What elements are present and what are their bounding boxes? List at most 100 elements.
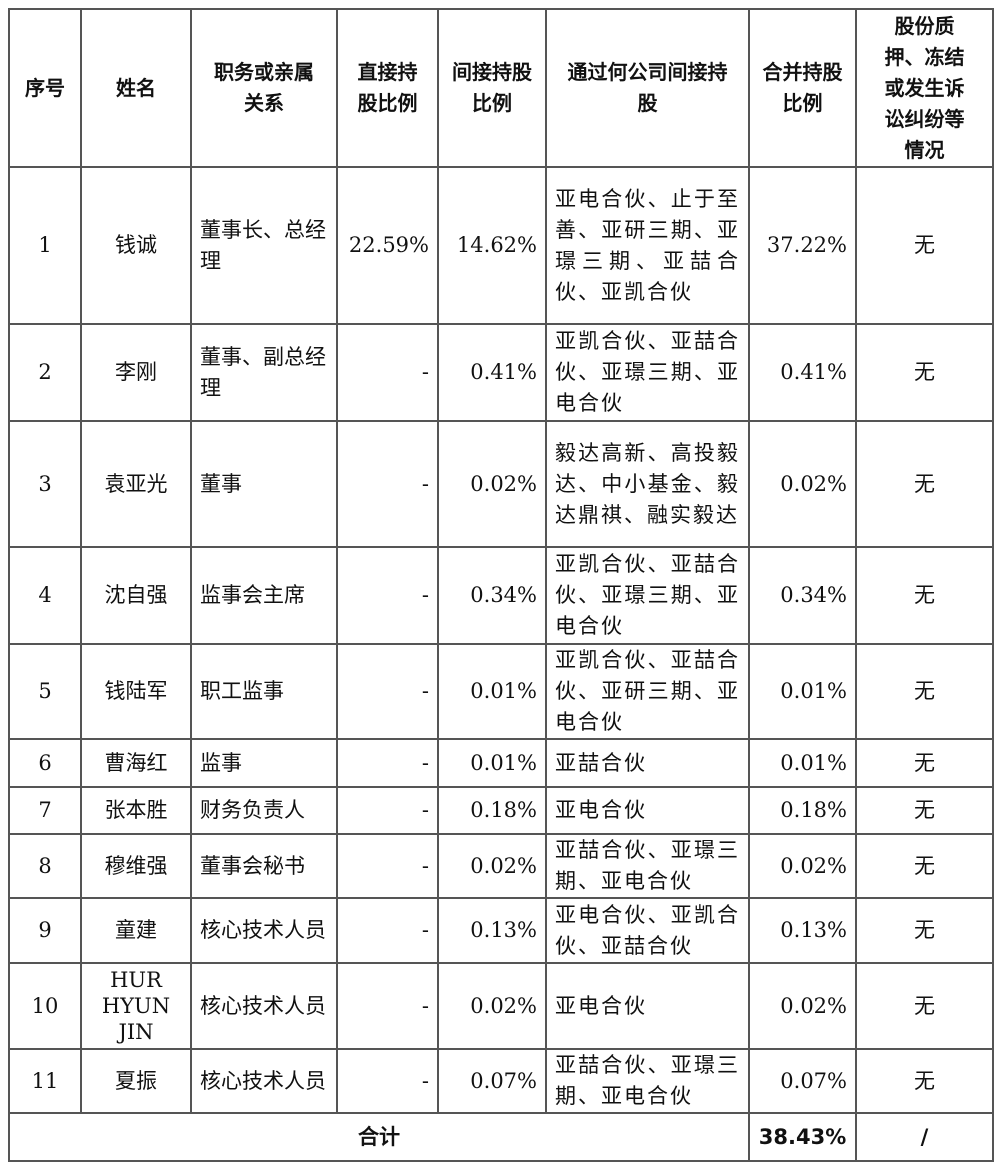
total-row: 合计 38.43% /	[8, 1112, 994, 1162]
role-cell: 董事、副总经理	[190, 323, 338, 422]
person-name-cell: 童建	[80, 897, 192, 964]
combined-ratio-cell: 0.34%	[748, 546, 857, 645]
role-cell: 董事会秘书	[190, 833, 338, 899]
indirect-via-cell: 亚喆合伙、亚璟三期、亚电合伙	[545, 833, 750, 899]
person-name-cell: 夏振	[80, 1048, 192, 1114]
indirect-ratio-cell: 14.62%	[437, 166, 547, 325]
direct-ratio-cell: -	[336, 738, 439, 788]
row-number-cell: 5	[8, 643, 82, 740]
table-row: 4 沈自强 监事会主席 -0.34% 亚凯合伙、亚喆合伙、亚璟三期、亚电合伙 0.34% 无	[8, 546, 994, 645]
combined-ratio-cell: 0.01%	[748, 643, 857, 740]
direct-ratio-cell: -	[336, 897, 439, 964]
table-row: 1 钱诚 董事长、总经理 22.59% 14.62% 亚电合伙、止于至善、亚研三期、亚璟三…	[8, 166, 994, 325]
role-cell: 核心技术人员	[190, 897, 338, 964]
pledge-status-cell: 无	[855, 1048, 994, 1114]
header-name: 姓名	[80, 8, 192, 168]
table-row: 11 夏振 核心技术人员 -0.07% 亚喆合伙、亚璟三期、亚电合伙 0.07% 无	[8, 1048, 994, 1114]
indirect-ratio-cell: 0.41%	[437, 323, 547, 422]
table-row: 7 张本胜 财务负责人 -0.18% 亚电合伙 0.18% 无	[8, 786, 994, 835]
row-number-cell: 4	[8, 546, 82, 645]
person-name-cell: 钱诚	[80, 166, 192, 325]
indirect-ratio-cell: 0.13%	[437, 897, 547, 964]
combined-ratio-cell: 0.41%	[748, 323, 857, 422]
person-name-cell: 曹海红	[80, 738, 192, 788]
indirect-via-cell: 亚电合伙	[545, 786, 750, 835]
indirect-via-cell: 亚喆合伙、亚璟三期、亚电合伙	[545, 1048, 750, 1114]
role-cell: 监事	[190, 738, 338, 788]
pledge-status-cell: 无	[855, 833, 994, 899]
combined-ratio-cell: 0.01%	[748, 738, 857, 788]
header-total: 合并持股比例	[748, 8, 857, 168]
header-role: 职务或亲属关系	[190, 8, 338, 168]
table-row: 9 童建 核心技术人员 -0.13% 亚电合伙、亚凯合伙、亚喆合伙 0.13% 无	[8, 897, 994, 964]
direct-ratio-cell: -	[336, 420, 439, 548]
table-row: 3 袁亚光 董事 -0.02% 毅达高新、高投毅达、中小基金、毅达鼎祺、融实毅达 0.02…	[8, 420, 994, 548]
role-cell: 财务负责人	[190, 786, 338, 835]
row-number-cell: 9	[8, 897, 82, 964]
indirect-via-cell: 亚电合伙	[545, 962, 750, 1050]
indirect-ratio-cell: 0.07%	[437, 1048, 547, 1114]
pledge-status-cell: 无	[855, 166, 994, 325]
pledge-status-cell: 无	[855, 643, 994, 740]
table-row: 8 穆维强 董事会秘书 -0.02% 亚喆合伙、亚璟三期、亚电合伙 0.02% 无	[8, 833, 994, 899]
total-label: 合计	[8, 1112, 750, 1162]
table-row: 2 李刚 董事、副总经理 -0.41% 亚凯合伙、亚喆合伙、亚璟三期、亚电合伙 0.41%…	[8, 323, 994, 422]
indirect-via-cell: 亚电合伙、止于至善、亚研三期、亚璟三期、亚喆合伙、亚凯合伙	[545, 166, 750, 325]
shareholding-table: 序号 姓名 职务或亲属关系 直接持股比例 间接持股比例 通过何公司间接持股 合并…	[8, 8, 994, 1162]
person-name-cell: 李刚	[80, 323, 192, 422]
total-pledge: /	[855, 1112, 994, 1162]
pledge-status-cell: 无	[855, 962, 994, 1050]
direct-ratio-cell: -	[336, 833, 439, 899]
indirect-via-cell: 毅达高新、高投毅达、中小基金、毅达鼎祺、融实毅达	[545, 420, 750, 548]
indirect-via-cell: 亚凯合伙、亚喆合伙、亚璟三期、亚电合伙	[545, 323, 750, 422]
table-row: 5 钱陆军 职工监事 -0.01% 亚凯合伙、亚喆合伙、亚研三期、亚电合伙 0.01% 无	[8, 643, 994, 740]
table-row: 6 曹海红 监事 -0.01% 亚喆合伙 0.01% 无	[8, 738, 994, 788]
indirect-via-cell: 亚电合伙、亚凯合伙、亚喆合伙	[545, 897, 750, 964]
person-name-cell: HUR HYUN JIN	[80, 962, 192, 1050]
combined-ratio-cell: 0.07%	[748, 1048, 857, 1114]
role-cell: 监事会主席	[190, 546, 338, 645]
direct-ratio-cell: -	[336, 643, 439, 740]
header-indirect: 间接持股比例	[437, 8, 547, 168]
direct-ratio-cell: -	[336, 546, 439, 645]
direct-ratio-cell: 22.59%	[336, 166, 439, 325]
header-no: 序号	[8, 8, 82, 168]
direct-ratio-cell: -	[336, 786, 439, 835]
pledge-status-cell: 无	[855, 786, 994, 835]
person-name-cell: 钱陆军	[80, 643, 192, 740]
header-row: 序号 姓名 职务或亲属关系 直接持股比例 间接持股比例 通过何公司间接持股 合并…	[8, 8, 994, 168]
row-number-cell: 8	[8, 833, 82, 899]
pledge-status-cell: 无	[855, 323, 994, 422]
indirect-ratio-cell: 0.34%	[437, 546, 547, 645]
combined-ratio-cell: 0.13%	[748, 897, 857, 964]
indirect-via-cell: 亚凯合伙、亚喆合伙、亚璟三期、亚电合伙	[545, 546, 750, 645]
indirect-ratio-cell: 0.18%	[437, 786, 547, 835]
combined-ratio-cell: 0.18%	[748, 786, 857, 835]
role-cell: 核心技术人员	[190, 962, 338, 1050]
direct-ratio-cell: -	[336, 962, 439, 1050]
combined-ratio-cell: 37.22%	[748, 166, 857, 325]
row-number-cell: 2	[8, 323, 82, 422]
combined-ratio-cell: 0.02%	[748, 833, 857, 899]
indirect-ratio-cell: 0.02%	[437, 833, 547, 899]
row-number-cell: 1	[8, 166, 82, 325]
direct-ratio-cell: -	[336, 1048, 439, 1114]
person-name-cell: 袁亚光	[80, 420, 192, 548]
header-direct: 直接持股比例	[336, 8, 439, 168]
header-pledge: 股份质押、冻结或发生诉讼纠纷等情况	[855, 8, 994, 168]
indirect-via-cell: 亚凯合伙、亚喆合伙、亚研三期、亚电合伙	[545, 643, 750, 740]
indirect-via-cell: 亚喆合伙	[545, 738, 750, 788]
person-name-cell: 沈自强	[80, 546, 192, 645]
indirect-ratio-cell: 0.01%	[437, 738, 547, 788]
row-number-cell: 10	[8, 962, 82, 1050]
indirect-ratio-cell: 0.01%	[437, 643, 547, 740]
role-cell: 董事长、总经理	[190, 166, 338, 325]
row-number-cell: 11	[8, 1048, 82, 1114]
pledge-status-cell: 无	[855, 738, 994, 788]
person-name-cell: 张本胜	[80, 786, 192, 835]
combined-ratio-cell: 0.02%	[748, 420, 857, 548]
role-cell: 核心技术人员	[190, 1048, 338, 1114]
row-number-cell: 3	[8, 420, 82, 548]
indirect-ratio-cell: 0.02%	[437, 962, 547, 1050]
direct-ratio-cell: -	[336, 323, 439, 422]
